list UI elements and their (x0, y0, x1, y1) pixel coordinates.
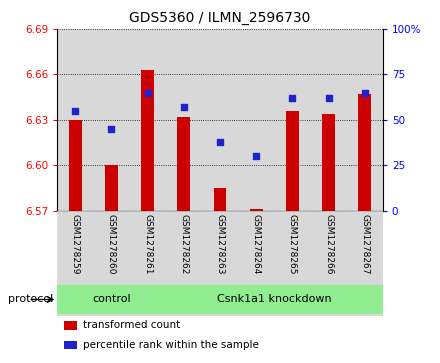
Bar (105, 165, 118, 211)
Bar (177, 117, 190, 211)
Title: GDS5360 / ILMN_2596730: GDS5360 / ILMN_2596730 (129, 11, 311, 25)
Point (325, 95, 332, 101)
Point (108, 126, 115, 132)
Text: GSM1278264: GSM1278264 (252, 214, 260, 274)
Bar (166, 211, 202, 283)
Bar (347, 211, 383, 283)
Bar (359, 94, 371, 211)
Bar (166, 29, 202, 211)
Text: GSM1278260: GSM1278260 (107, 214, 116, 275)
Bar (311, 211, 347, 283)
Text: percentile rank within the sample: percentile rank within the sample (83, 340, 259, 350)
Bar (64, 321, 77, 330)
Bar (57, 285, 166, 314)
Point (72, 108, 79, 114)
Point (253, 153, 260, 159)
Bar (347, 29, 383, 211)
Point (289, 95, 296, 101)
Bar (69, 120, 82, 211)
Point (180, 104, 187, 110)
Text: GSM1278261: GSM1278261 (143, 214, 152, 275)
Text: protocol: protocol (7, 294, 53, 305)
Point (144, 90, 151, 95)
Point (216, 139, 224, 144)
Bar (214, 188, 226, 211)
Bar (202, 29, 238, 211)
Bar (166, 285, 383, 314)
Bar (311, 29, 347, 211)
Bar (129, 29, 166, 211)
Text: GSM1278262: GSM1278262 (180, 214, 188, 274)
Bar (141, 70, 154, 211)
Text: GSM1278259: GSM1278259 (71, 214, 80, 275)
Text: GSM1278267: GSM1278267 (360, 214, 369, 275)
Bar (322, 114, 335, 211)
Text: Csnk1a1 knockdown: Csnk1a1 knockdown (217, 294, 332, 305)
Text: transformed count: transformed count (83, 321, 180, 330)
Bar (274, 29, 311, 211)
Text: GSM1278263: GSM1278263 (216, 214, 224, 275)
Bar (202, 211, 238, 283)
Point (361, 90, 368, 95)
Bar (274, 211, 311, 283)
Bar (250, 209, 263, 211)
Text: GSM1278265: GSM1278265 (288, 214, 297, 275)
Bar (64, 341, 77, 350)
Text: GSM1278266: GSM1278266 (324, 214, 333, 275)
Bar (129, 211, 166, 283)
Bar (238, 29, 274, 211)
Bar (57, 211, 93, 283)
Bar (93, 29, 129, 211)
Bar (238, 211, 274, 283)
Text: control: control (92, 294, 131, 305)
Bar (57, 29, 93, 211)
Bar (93, 211, 129, 283)
Bar (286, 111, 299, 211)
